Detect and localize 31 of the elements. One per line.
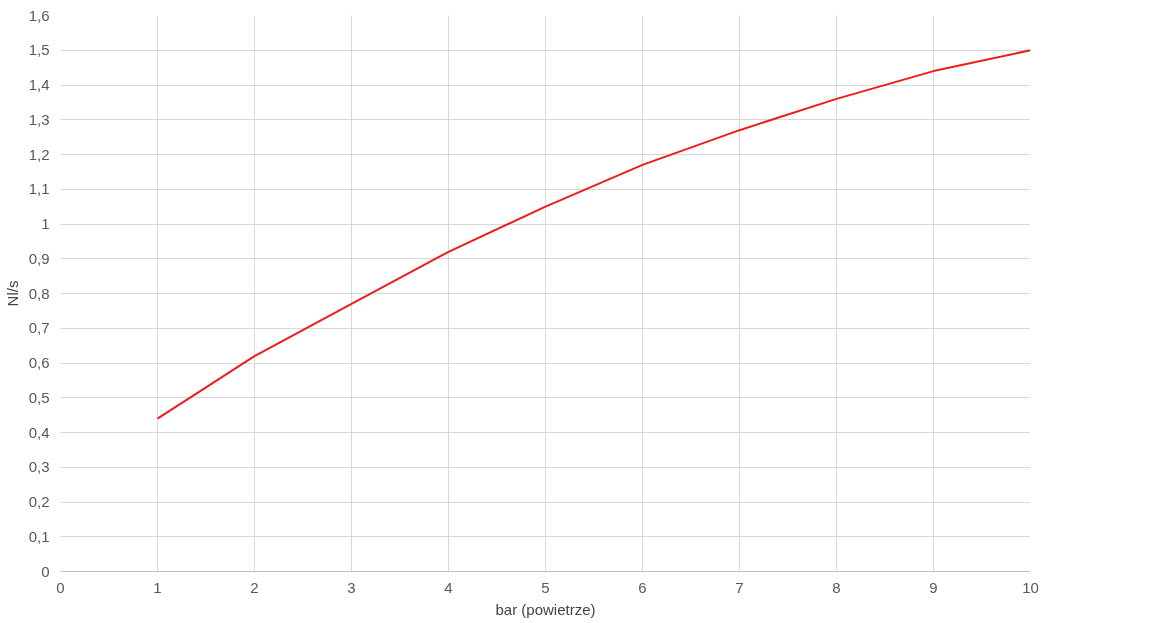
y-tick-label: 0,2 — [28, 493, 50, 510]
x-tick-label: 1 — [153, 578, 162, 596]
y-axis-title: Nl/s — [3, 280, 21, 307]
x-tick-label: 8 — [832, 578, 841, 596]
x-tick-label: 10 — [1022, 578, 1039, 596]
y-tick-label: 1,1 — [28, 180, 50, 198]
y-tick-label: 1 — [41, 215, 50, 232]
y-tick-label: 0 — [41, 562, 50, 580]
y-tick-label: 0,4 — [28, 423, 50, 441]
x-tick-label: 0 — [56, 578, 65, 596]
y-tick-label: 0,9 — [28, 249, 50, 267]
y-tick-label: 0,7 — [28, 319, 50, 337]
x-tick-label: 6 — [638, 578, 647, 596]
y-tick-label: 1,5 — [28, 41, 50, 59]
y-tick-label: 1,6 — [28, 6, 50, 24]
y-tick-label: 0,6 — [28, 354, 50, 371]
x-axis-title: bar (powietrze) — [495, 600, 596, 618]
y-tick-label: 1,2 — [28, 145, 50, 163]
x-tick-label: 2 — [250, 578, 259, 596]
x-tick-label: 3 — [347, 578, 356, 596]
y-tick-label: 1,4 — [28, 76, 50, 93]
y-tick-label: 1,3 — [28, 110, 50, 128]
x-tick-label: 7 — [735, 578, 744, 596]
x-tick-label: 4 — [444, 578, 453, 596]
line-series — [156, 49, 1031, 420]
x-tick-label: 9 — [929, 578, 938, 596]
y-tick-label: 0,3 — [28, 458, 50, 476]
y-tick-label: 0,8 — [28, 284, 50, 302]
x-tick-label: 5 — [541, 578, 550, 596]
y-tick-label: 0,5 — [28, 388, 50, 406]
y-tick-label: 0,1 — [28, 527, 50, 545]
